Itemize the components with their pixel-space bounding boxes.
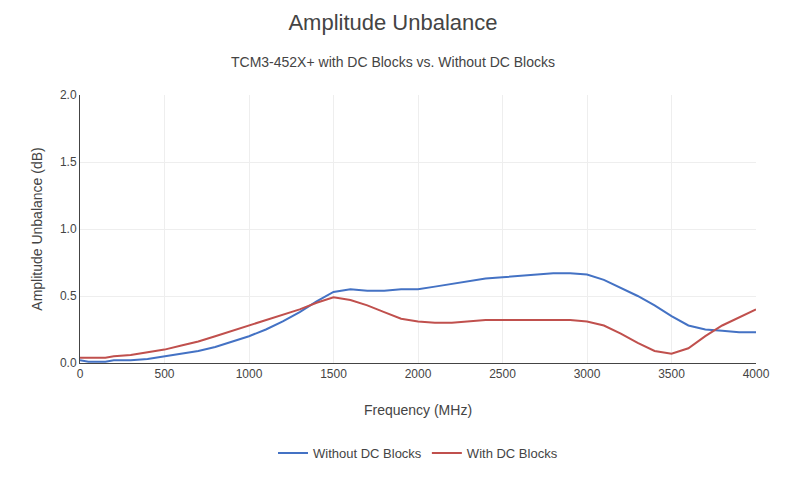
svg-text:0.0: 0.0: [60, 356, 77, 370]
svg-text:Frequency (MHz): Frequency (MHz): [364, 402, 472, 418]
svg-text:2000: 2000: [405, 367, 432, 381]
svg-text:3000: 3000: [574, 367, 601, 381]
svg-text:1500: 1500: [320, 367, 347, 381]
svg-text:Amplitude Unbalance (dB): Amplitude Unbalance (dB): [29, 147, 45, 310]
svg-text:Amplitude Unbalance: Amplitude Unbalance: [288, 10, 497, 35]
svg-text:2.0: 2.0: [60, 88, 77, 102]
svg-text:1000: 1000: [236, 367, 263, 381]
svg-text:0.5: 0.5: [60, 289, 77, 303]
svg-text:2500: 2500: [489, 367, 516, 381]
svg-text:With DC Blocks: With DC Blocks: [467, 446, 558, 461]
svg-text:4000: 4000: [743, 367, 770, 381]
svg-text:0: 0: [77, 367, 84, 381]
svg-text:1.0: 1.0: [60, 222, 77, 236]
svg-text:3500: 3500: [658, 367, 685, 381]
svg-text:Without DC Blocks: Without DC Blocks: [313, 446, 422, 461]
svg-text:500: 500: [154, 367, 174, 381]
svg-text:1.5: 1.5: [60, 155, 77, 169]
svg-text:TCM3-452X+ with DC Blocks vs.: TCM3-452X+ with DC Blocks vs. Without DC…: [231, 54, 555, 70]
